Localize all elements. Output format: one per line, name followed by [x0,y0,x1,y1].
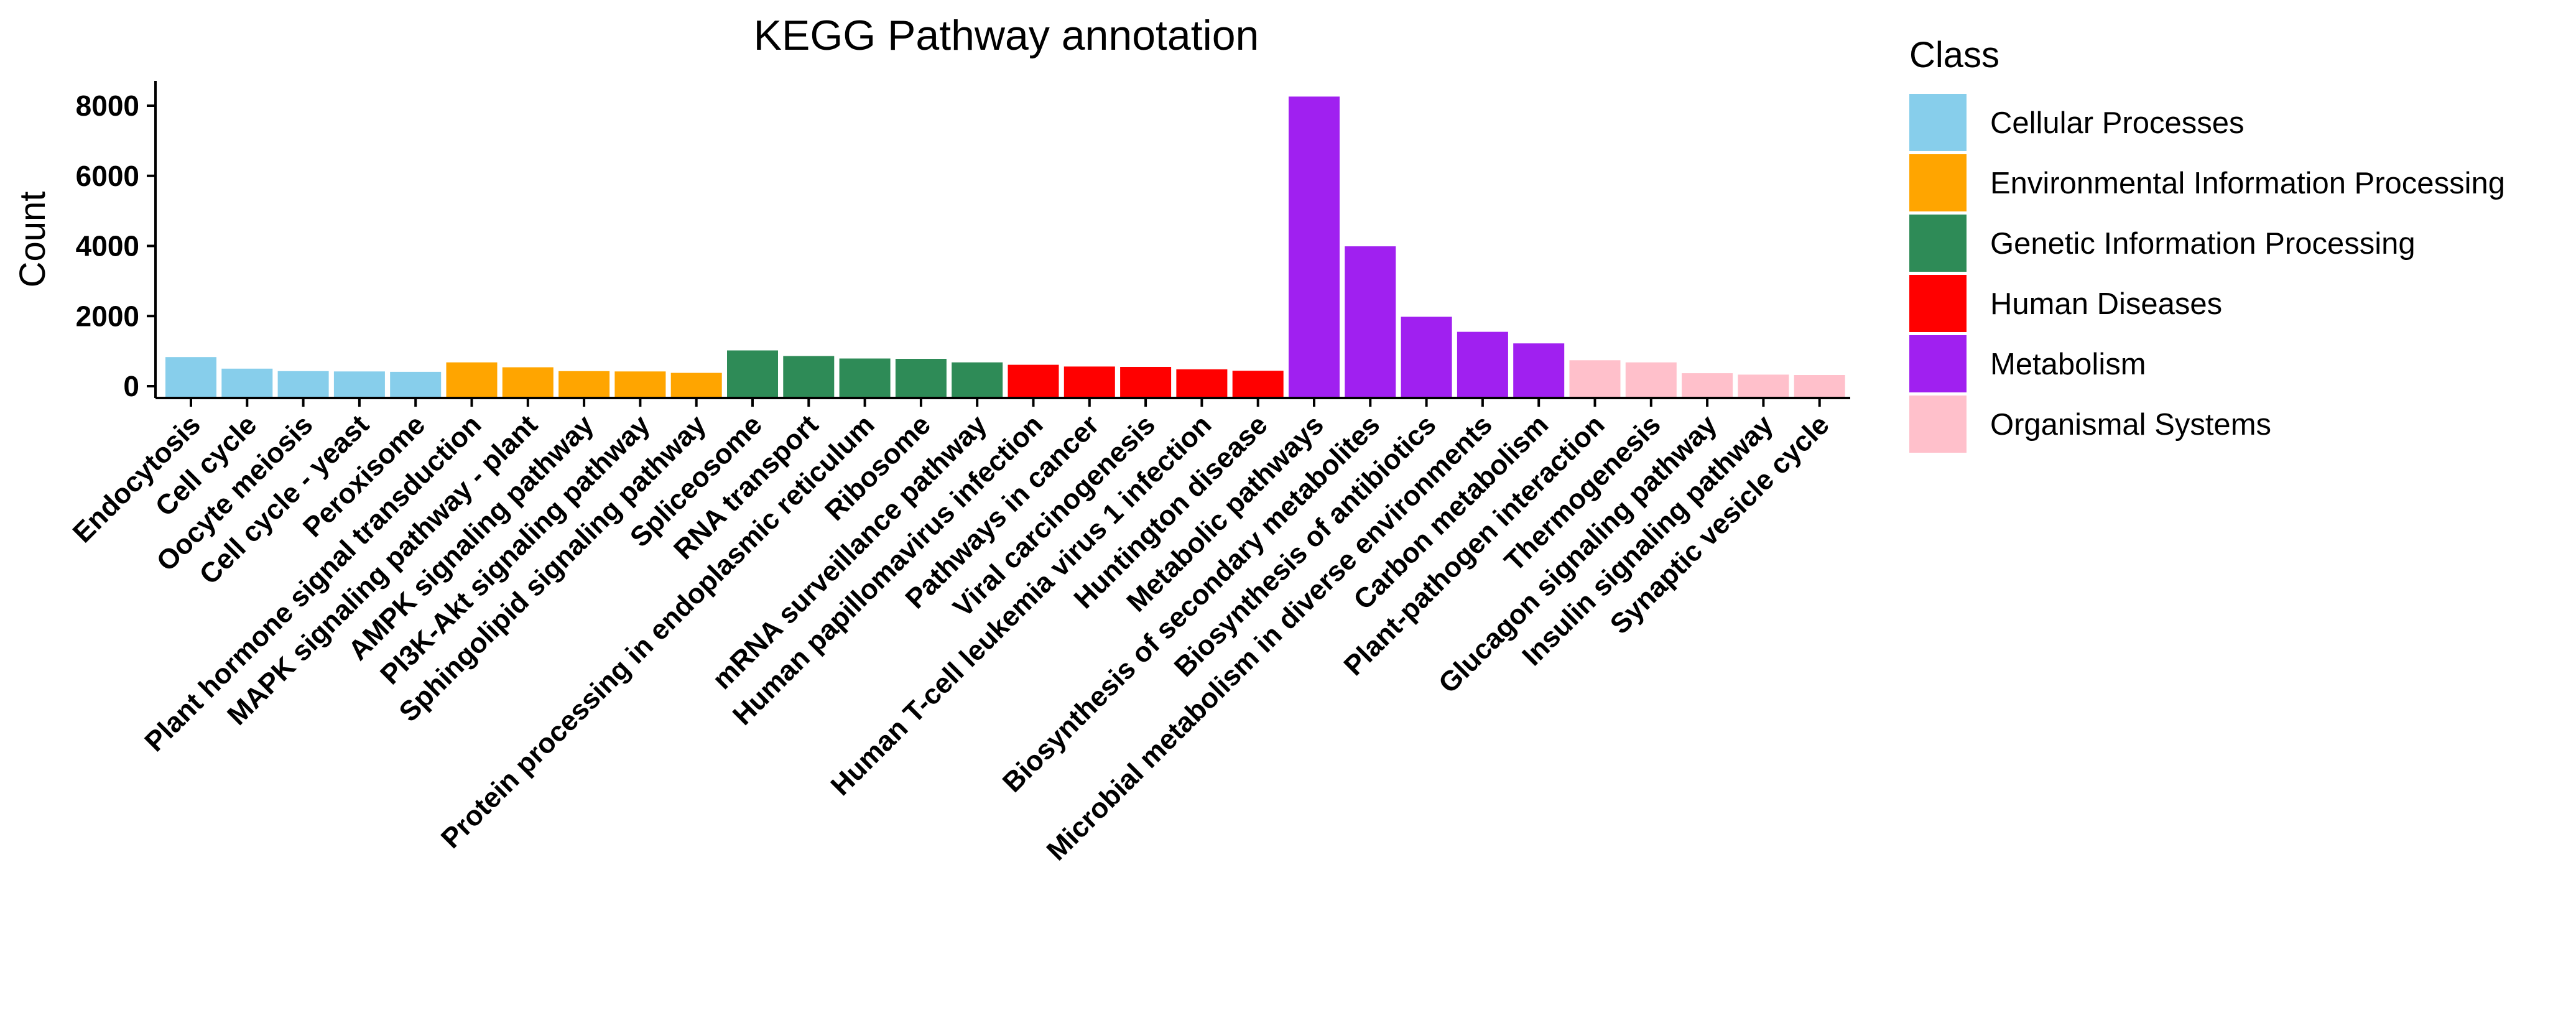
bar-protein-processing-in-endoplasmic-reticulum [839,358,891,398]
legend: Class Cellular Processes Environmental In… [1909,35,2505,453]
bar-viral-carcinogenesis [1120,367,1172,398]
legend-swatch-metabolism [1909,335,1967,392]
bar-sphingolipid-signaling-pathway [670,372,722,398]
bar-peroxisome [390,371,442,398]
bar-mapk-signaling-pathway-plant [502,367,554,398]
bar-oocyte-meiosis [277,371,329,398]
bar-insulin-signaling-pathway [1738,374,1789,398]
bar-biosynthesis-of-secondary-metabolites [1345,246,1396,398]
bar-ribosome [895,359,947,398]
bar-microbial-metabolism-in-diverse-environments [1457,331,1508,398]
legend-swatch-human-diseases [1909,275,1967,332]
bar-human-t-cell-leukemia-virus-1-infection [1176,369,1228,398]
legend-swatch-organismal-systems [1909,396,1967,453]
y-tick-label: 2000 [76,300,139,332]
y-tick-label: 4000 [76,230,139,262]
legend-label: Environmental Information Processing [1990,167,2505,200]
y-axis-label: Count [12,192,53,288]
bar-glucagon-signaling-pathway [1682,373,1733,398]
bar-plant-hormone-signal-transduction [446,362,498,398]
bar-endocytosis [165,357,216,398]
legend-swatch-environmental-information-processing [1909,154,1967,211]
legend-title: Class [1909,35,1999,75]
bar-plant-pathogen-interaction [1569,360,1621,398]
bar-mrna-surveillance-pathway [952,362,1003,398]
bar-pi3k-akt-signaling-pathway [614,371,666,398]
bar-human-papillomavirus-infection [1008,364,1059,398]
bar-thermogenesis [1625,362,1677,398]
legend-label: Organismal Systems [1990,408,2271,442]
bar-biosynthesis-of-antibiotics [1401,317,1452,398]
legend-label: Human Diseases [1990,287,2222,321]
legend-swatch-cellular-processes [1909,94,1967,151]
bar-metabolic-pathways [1289,96,1340,399]
bar-cell-cycle-yeast [333,371,385,398]
bar-spliceosome [727,350,778,398]
bar-cell-cycle [221,368,273,398]
legend-label: Metabolism [1990,348,2146,381]
bar-huntington-disease [1232,371,1284,398]
legend-label: Genetic Information Processing [1990,227,2416,261]
legend-label: Cellular Processes [1990,106,2245,140]
y-tick-label: 6000 [76,160,139,192]
bar-pathways-in-cancer [1063,366,1115,398]
bar-ampk-signaling-pathway [558,371,610,398]
legend-swatch-genetic-information-processing [1909,215,1967,272]
bar-rna-transport [783,356,835,398]
bar-synaptic-vesicle-cycle [1794,375,1845,398]
y-tick-label: 0 [123,370,139,402]
y-tick-label: 8000 [76,90,139,122]
bar-carbon-metabolism [1513,343,1565,398]
chart-title: KEGG Pathway annotation [754,12,1259,59]
